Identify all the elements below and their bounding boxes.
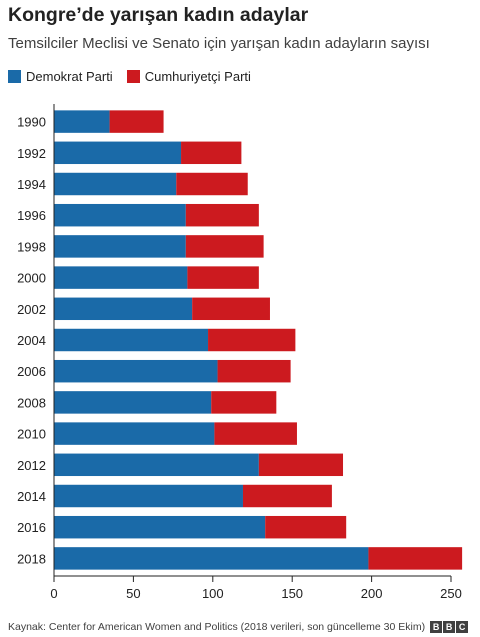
- year-label: 2000: [17, 271, 46, 286]
- year-label: 1998: [17, 239, 46, 254]
- year-label: 2012: [17, 458, 46, 473]
- year-label: 1996: [17, 208, 46, 223]
- x-tick-label: 100: [202, 586, 224, 601]
- source-note: Kaynak: Center for American Women and Po…: [8, 621, 426, 633]
- legend-label-democrat: Demokrat Parti: [26, 69, 113, 84]
- year-label: 2016: [17, 520, 46, 535]
- bar-democrat: [54, 328, 209, 352]
- legend-swatch-republican: [126, 70, 140, 83]
- bar-democrat: [54, 391, 212, 414]
- bar-republican: [109, 110, 164, 133]
- bar-republican: [214, 422, 297, 445]
- legend-item-democrat: Demokrat Parti: [8, 69, 113, 84]
- bar-republican: [176, 172, 248, 196]
- bar-republican: [192, 297, 270, 321]
- bar-democrat: [54, 172, 177, 196]
- year-label: 1990: [17, 115, 46, 130]
- year-label: 2006: [17, 364, 46, 379]
- legend-item-republican: Cumhuriyetçi Parti: [126, 69, 251, 84]
- legend-swatch-democrat: [8, 70, 21, 83]
- bar-democrat: [54, 110, 110, 133]
- bar-republican: [265, 515, 347, 539]
- bar-republican: [368, 547, 463, 570]
- x-tick-label: 50: [126, 586, 140, 601]
- bbc-logo-letter: C: [456, 621, 469, 633]
- chart-title: Kongre’de yarışan kadın adaylar: [8, 4, 309, 26]
- x-tick-label: 200: [361, 586, 383, 601]
- bar-republican: [208, 328, 296, 352]
- x-tick-label: 0: [50, 586, 57, 601]
- bbc-logo-letter: B: [430, 621, 443, 633]
- year-label: 2018: [17, 551, 46, 566]
- bar-republican: [181, 141, 242, 165]
- bar-democrat: [54, 359, 218, 383]
- footer: Kaynak: Center for American Women and Po…: [8, 621, 469, 633]
- bar-republican: [185, 203, 259, 227]
- bar-republican: [185, 235, 264, 258]
- year-label: 2014: [17, 489, 46, 504]
- bar-democrat: [54, 141, 182, 165]
- bar-republican: [217, 359, 291, 383]
- bar-democrat: [54, 203, 186, 227]
- bar-democrat: [54, 484, 243, 508]
- bar-democrat: [54, 547, 369, 570]
- legend: Demokrat Parti Cumhuriyetçi Parti: [8, 69, 265, 84]
- year-label: 2010: [17, 427, 46, 442]
- bbc-logo-letter: B: [443, 621, 456, 633]
- year-label: 1994: [17, 177, 46, 192]
- legend-label-republican: Cumhuriyetçi Parti: [144, 69, 251, 84]
- bar-republican: [242, 484, 332, 508]
- chart-subtitle: Temsilciler Meclisi ve Senato için yarış…: [8, 35, 430, 52]
- bar-republican: [187, 266, 259, 289]
- x-tick-label: 150: [281, 586, 303, 601]
- bar-democrat: [54, 266, 188, 289]
- bar-democrat: [54, 453, 259, 477]
- bbc-logo: B B C: [429, 621, 469, 633]
- bar-democrat: [54, 515, 266, 539]
- bar-democrat: [54, 297, 193, 321]
- x-tick-label: 250: [440, 586, 462, 601]
- bar-republican: [211, 391, 277, 414]
- year-label: 2004: [17, 333, 46, 348]
- year-label: 2008: [17, 395, 46, 410]
- year-label: 2002: [17, 302, 46, 317]
- bar-democrat: [54, 422, 215, 445]
- year-label: 1992: [17, 146, 46, 161]
- bar-republican: [258, 453, 344, 477]
- bar-democrat: [54, 235, 186, 258]
